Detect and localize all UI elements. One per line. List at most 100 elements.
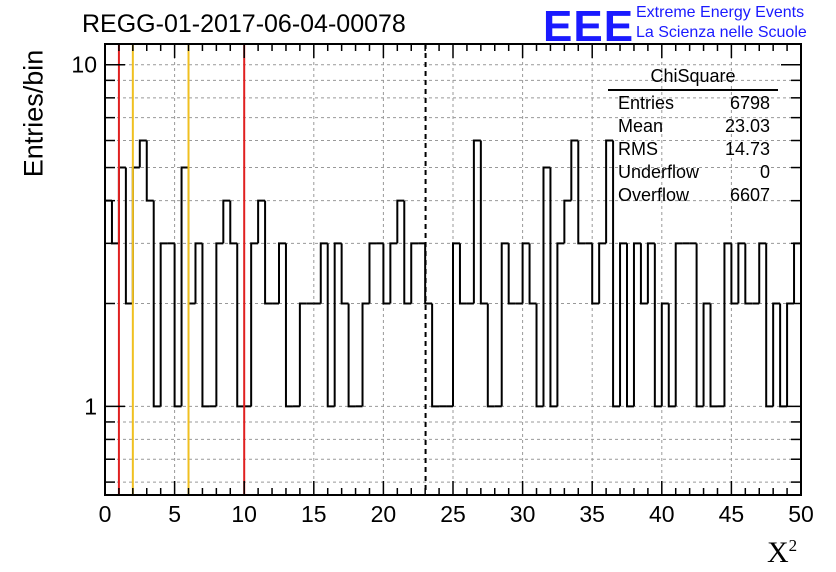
histogram-bin [765,243,774,408]
histogram-bin [222,199,231,244]
histogram-bin [772,302,781,407]
stats-label: Overflow [618,185,690,205]
histogram-bin [368,242,377,304]
histogram-bin [591,243,600,305]
logo-line-1: Extreme Energy Events [636,4,805,21]
histogram-bin [702,302,711,407]
histogram-bin [152,200,161,408]
histogram-bin [452,242,460,407]
x-tick-label: 15 [301,501,327,527]
histogram-bin [250,242,259,407]
histogram-bin [744,243,753,305]
logo-line-2: La Scienza nelle Scuole [636,24,807,41]
histogram-bin [639,243,648,305]
histogram-bin [605,139,614,244]
histogram-bin [298,302,307,407]
histogram-bin [257,199,266,244]
histogram-bin [110,200,119,245]
histogram-bin [626,243,634,408]
histogram-bin [278,242,286,304]
histogram-bin [528,243,537,305]
histogram-bin [674,242,683,407]
stats-label: Mean [618,116,664,136]
stats-row: Entries 6798 [608,92,778,115]
histogram-bin [403,200,412,305]
histogram-bin [535,303,544,408]
histogram-bin [347,303,356,408]
stats-row: Overflow 6607 [608,184,778,207]
histogram-bin [730,243,739,305]
x-tick-label: 30 [510,501,536,527]
stats-row: Mean 23.03 [608,115,778,138]
stats-label: RMS [618,139,658,159]
histogram-bin [180,166,189,407]
histogram-bin [500,242,509,407]
histogram-bin [653,243,662,408]
stats-value: 6798 [729,93,770,113]
histogram-bin [361,302,370,407]
histogram-bin [124,167,133,305]
stats-row: Underflow 0 [608,161,778,184]
histogram-bin [598,242,607,304]
histogram-bin [619,242,627,407]
y-axis-label: Entries/bin [18,49,49,178]
histogram-bin [612,140,621,408]
histogram-bin [709,303,718,408]
histogram-bin [145,140,154,202]
histogram-bin [458,243,467,305]
histogram-bin [264,200,273,305]
histogram-bin [104,199,112,495]
histogram-bin [319,242,328,304]
histogram-bin [695,243,704,408]
stats-value: 0 [759,162,770,182]
histogram-bin [479,140,488,305]
histogram-bin [737,242,746,304]
stats-box: ChiSquare Entries 6798 Mean 23.03 RMS 14.73… [608,66,778,207]
histogram-bin [229,200,238,245]
stats-label: Entries [618,93,675,113]
histogram-bin [521,242,530,304]
histogram-bin [556,242,565,407]
x-tick-label: 5 [168,501,181,527]
histogram-bin [326,243,335,408]
histogram-bin [507,243,516,305]
stats-row: RMS 14.73 [608,138,778,161]
stats-value: 23.03 [724,116,770,136]
histogram-bin [660,302,669,407]
histogram-bin [786,302,795,407]
histogram-bin [779,303,788,408]
x-tick-label: 10 [231,501,257,527]
histogram-bin [410,242,419,304]
histogram-bin [667,303,676,408]
histogram-bin [486,303,495,408]
x-tick-label: 35 [579,501,605,527]
x-tick-label: 20 [371,501,397,527]
x-tick-label: 25 [440,501,466,527]
eee-logo: EEE [543,2,635,51]
histogram-bin [159,242,168,407]
histogram-bin [138,139,147,168]
y-tick-label: 10 [71,52,97,78]
y-tick-label: 1 [84,393,97,419]
histogram-bin [333,242,342,407]
histogram-bin [472,139,481,304]
histogram-bin [632,242,641,407]
histogram-bin [570,139,579,201]
histogram-bin [194,242,203,304]
histogram-bin [549,167,558,408]
x-axis-label: X2 [767,536,798,569]
histogram-bin [723,242,732,407]
x-tick-label: 40 [649,501,675,527]
stats-label: Underflow [618,162,700,182]
histogram-bin [187,167,196,305]
x-tick-label: 45 [719,501,745,527]
histogram-bin [215,242,224,407]
histogram-bin [758,242,767,304]
histogram-bin [284,243,293,408]
histogram-bin [131,166,140,304]
histogram-bin [201,243,210,408]
histogram-bin [389,242,398,304]
histogram-bin [431,303,440,408]
histogram-bin [340,243,349,305]
histogram-bin [382,243,391,305]
